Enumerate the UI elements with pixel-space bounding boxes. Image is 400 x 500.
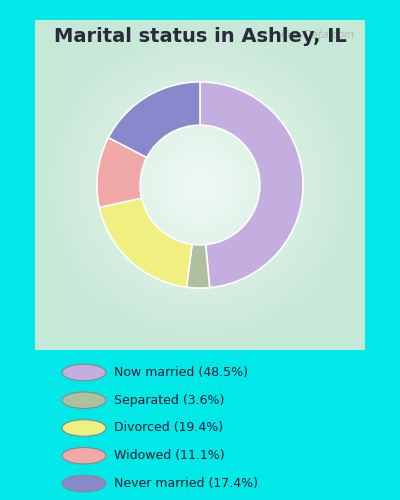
Text: Separated (3.6%): Separated (3.6%)	[114, 394, 224, 407]
Wedge shape	[99, 198, 192, 287]
Circle shape	[62, 475, 106, 492]
Wedge shape	[186, 244, 210, 288]
Text: Widowed (11.1%): Widowed (11.1%)	[114, 449, 225, 462]
Wedge shape	[108, 82, 200, 158]
Text: Now married (48.5%): Now married (48.5%)	[114, 366, 248, 379]
Text: Marital status in Ashley, IL: Marital status in Ashley, IL	[54, 28, 346, 46]
Circle shape	[62, 364, 106, 381]
Wedge shape	[97, 138, 147, 208]
Circle shape	[62, 448, 106, 464]
Text: Never married (17.4%): Never married (17.4%)	[114, 477, 258, 490]
Wedge shape	[200, 82, 303, 288]
Circle shape	[62, 420, 106, 436]
Text: Divorced (19.4%): Divorced (19.4%)	[114, 422, 223, 434]
Circle shape	[62, 392, 106, 408]
Text: City-Data.com: City-Data.com	[281, 30, 355, 40]
